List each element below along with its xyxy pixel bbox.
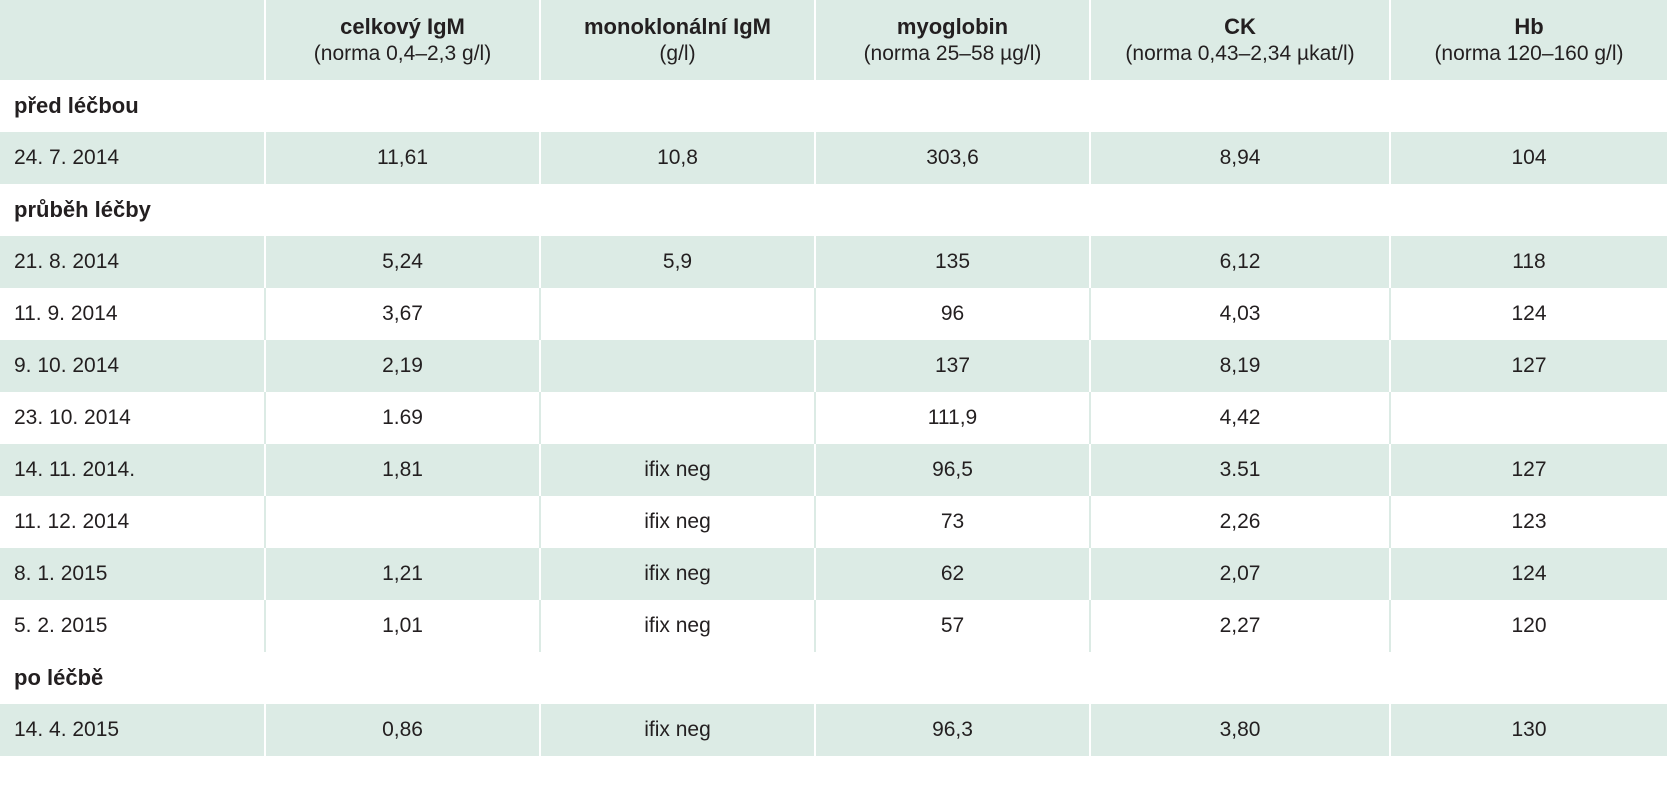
table-row: 5. 2. 2015 1,01 ifix neg 57 2,27 120 — [0, 600, 1667, 652]
header-title: myoglobin — [896, 14, 1009, 39]
ck-cell: 2,27 — [1089, 600, 1390, 652]
ck-cell: 8,94 — [1089, 132, 1390, 184]
date-cell: 8. 1. 2015 — [0, 548, 265, 600]
igm-cell: 1.69 — [264, 392, 540, 444]
igm-cell — [264, 496, 540, 548]
table-row: 14. 11. 2014. 1,81 ifix neg 96,5 3.51 12… — [0, 444, 1667, 496]
table-row: 14. 4. 2015 0,86 ifix neg 96,3 3,80 130 — [0, 704, 1667, 756]
section-row: po léčbě — [0, 652, 1667, 704]
date-cell: 5. 2. 2015 — [0, 600, 265, 652]
myo-cell: 62 — [814, 548, 1090, 600]
header-cell-igm: celkový IgM (norma 0,4–2,3 g/l) — [264, 0, 540, 80]
section-row: před léčbou — [0, 80, 1667, 132]
myo-cell: 73 — [814, 496, 1090, 548]
ck-cell: 3,80 — [1089, 704, 1390, 756]
section-row: průběh léčby — [0, 184, 1667, 236]
date-cell: 23. 10. 2014 — [0, 392, 265, 444]
header-cell-date — [0, 0, 265, 80]
table-row: 23. 10. 2014 1.69 111,9 4,42 — [0, 392, 1667, 444]
section-label: průběh léčby — [0, 184, 1667, 236]
mono-cell: ifix neg — [539, 444, 815, 496]
header-cell-ck: CK (norma 0,43–2,34 µkat/l) — [1089, 0, 1390, 80]
myo-cell: 96,5 — [814, 444, 1090, 496]
date-cell: 24. 7. 2014 — [0, 132, 265, 184]
date-cell: 9. 10. 2014 — [0, 340, 265, 392]
hb-cell: 124 — [1389, 548, 1667, 600]
header-subtitle: (norma 120–160 g/l) — [1434, 42, 1624, 65]
igm-cell: 1,01 — [264, 600, 540, 652]
ck-cell: 3.51 — [1089, 444, 1390, 496]
myo-cell: 96,3 — [814, 704, 1090, 756]
date-cell: 21. 8. 2014 — [0, 236, 265, 288]
table-row: 9. 10. 2014 2,19 137 8,19 127 — [0, 340, 1667, 392]
ck-cell: 6,12 — [1089, 236, 1390, 288]
myo-cell: 57 — [814, 600, 1090, 652]
igm-cell: 2,19 — [264, 340, 540, 392]
header-cell-mono: monoklonální IgM (g/l) — [539, 0, 815, 80]
mono-cell: ifix neg — [539, 600, 815, 652]
hb-cell: 120 — [1389, 600, 1667, 652]
table-row: 21. 8. 2014 5,24 5,9 135 6,12 118 — [0, 236, 1667, 288]
mono-cell — [539, 340, 815, 392]
date-cell: 14. 11. 2014. — [0, 444, 265, 496]
table-row: 24. 7. 2014 11,61 10,8 303,6 8,94 104 — [0, 132, 1667, 184]
header-title: CK — [1224, 14, 1256, 39]
header-subtitle: (norma 0,4–2,3 g/l) — [313, 42, 492, 65]
myo-cell: 137 — [814, 340, 1090, 392]
myo-cell: 111,9 — [814, 392, 1090, 444]
ck-cell: 4,03 — [1089, 288, 1390, 340]
ck-cell: 4,42 — [1089, 392, 1390, 444]
hb-cell: 123 — [1389, 496, 1667, 548]
date-cell: 11. 12. 2014 — [0, 496, 265, 548]
hb-cell: 118 — [1389, 236, 1667, 288]
header-title: monoklonální IgM — [584, 14, 771, 39]
section-label: před léčbou — [0, 80, 1667, 132]
mono-cell — [539, 288, 815, 340]
table-row: 8. 1. 2015 1,21 ifix neg 62 2,07 124 — [0, 548, 1667, 600]
hb-cell: 127 — [1389, 444, 1667, 496]
hb-cell: 127 — [1389, 340, 1667, 392]
hb-cell: 130 — [1389, 704, 1667, 756]
mono-cell: ifix neg — [539, 704, 815, 756]
lab-results-table: celkový IgM (norma 0,4–2,3 g/l) monoklon… — [0, 0, 1667, 756]
header-title: celkový IgM — [340, 14, 465, 39]
hb-cell: 124 — [1389, 288, 1667, 340]
table-row: 11. 12. 2014 ifix neg 73 2,26 123 — [0, 496, 1667, 548]
igm-cell: 3,67 — [264, 288, 540, 340]
header-title: Hb — [1514, 14, 1544, 39]
header-subtitle: (norma 25–58 µg/l) — [863, 42, 1042, 65]
mono-cell: 5,9 — [539, 236, 815, 288]
myo-cell: 96 — [814, 288, 1090, 340]
header-row: celkový IgM (norma 0,4–2,3 g/l) monoklon… — [0, 0, 1667, 80]
mono-cell: 10,8 — [539, 132, 815, 184]
header-cell-myo: myoglobin (norma 25–58 µg/l) — [814, 0, 1090, 80]
hb-cell — [1389, 392, 1667, 444]
igm-cell: 5,24 — [264, 236, 540, 288]
header-subtitle: (norma 0,43–2,34 µkat/l) — [1125, 42, 1355, 65]
ck-cell: 2,26 — [1089, 496, 1390, 548]
myo-cell: 303,6 — [814, 132, 1090, 184]
date-cell: 11. 9. 2014 — [0, 288, 265, 340]
ck-cell: 2,07 — [1089, 548, 1390, 600]
date-cell: 14. 4. 2015 — [0, 704, 265, 756]
hb-cell: 104 — [1389, 132, 1667, 184]
igm-cell: 11,61 — [264, 132, 540, 184]
mono-cell: ifix neg — [539, 496, 815, 548]
igm-cell: 1,81 — [264, 444, 540, 496]
myo-cell: 135 — [814, 236, 1090, 288]
header-subtitle: (g/l) — [659, 42, 696, 65]
ck-cell: 8,19 — [1089, 340, 1390, 392]
mono-cell: ifix neg — [539, 548, 815, 600]
section-label: po léčbě — [0, 652, 1667, 704]
igm-cell: 1,21 — [264, 548, 540, 600]
igm-cell: 0,86 — [264, 704, 540, 756]
header-cell-hb: Hb (norma 120–160 g/l) — [1389, 0, 1667, 80]
mono-cell — [539, 392, 815, 444]
table-row: 11. 9. 2014 3,67 96 4,03 124 — [0, 288, 1667, 340]
